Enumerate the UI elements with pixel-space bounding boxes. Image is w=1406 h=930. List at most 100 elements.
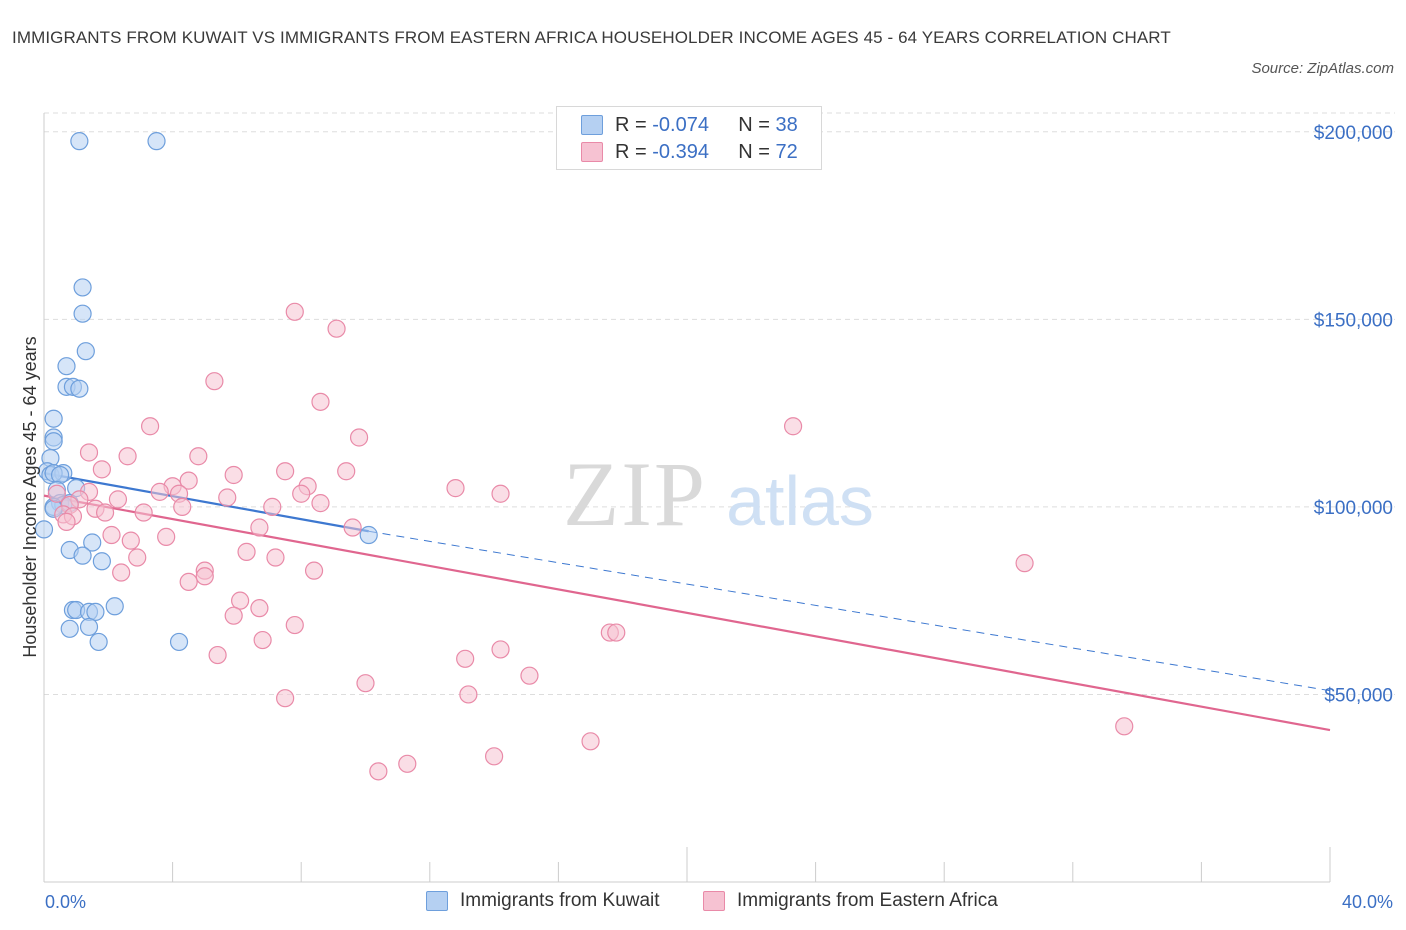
legend-n-label: N = [738, 113, 776, 136]
legend-r-value: -0.074 [652, 113, 709, 136]
eafrica-point [128, 548, 147, 567]
eafrica-point [783, 417, 803, 436]
eafrica-point [343, 518, 362, 537]
eafrica-point [349, 428, 369, 447]
kuwait-point [44, 409, 63, 428]
kuwait-point [50, 465, 70, 485]
bottom-legend-eafrica: Immigrants from Eastern Africa [703, 888, 998, 914]
source-label: Source: ZipAtlas.com [1251, 60, 1394, 77]
eafrica-point [266, 548, 285, 567]
eafrica-point [195, 567, 214, 586]
kuwait-point [73, 546, 92, 565]
eafrica-point [79, 443, 99, 462]
kuwait-trend-line [368, 530, 1331, 692]
eafrica-point [1115, 717, 1134, 736]
eafrica-point [208, 645, 227, 665]
eafrica-point [205, 372, 224, 391]
eafrica-point [581, 732, 600, 751]
grid-layer [44, 112, 1395, 695]
stats-legend: R = -0.074 N = 38 R = -0.394 N = 72 [556, 106, 822, 170]
eafrica-point [189, 447, 208, 466]
eafrica-point [118, 447, 137, 466]
kuwait-point [359, 525, 378, 545]
eafrica-point [459, 685, 478, 704]
points-layer [34, 132, 1134, 781]
eafrica-point [485, 747, 504, 766]
eafrica-point [327, 319, 346, 338]
watermark-atlas: atlas [726, 462, 874, 540]
eafrica-point [140, 417, 160, 436]
kuwait-point [83, 533, 102, 552]
kuwait-point [34, 520, 54, 539]
eafrica-point [398, 754, 417, 773]
eafrica-point [237, 542, 256, 561]
eafrica-point [218, 488, 237, 507]
kuwait-point [89, 632, 108, 652]
eafrica-point [231, 591, 250, 610]
eafrica-point [224, 465, 243, 485]
kuwait-point [70, 379, 89, 398]
legend-r-label: R = [615, 140, 653, 163]
eafrica-point [134, 503, 153, 522]
eafrica-point [456, 649, 475, 668]
eafrica-point [47, 484, 66, 503]
kuwait-point [76, 342, 95, 361]
axes-layer [43, 113, 1331, 883]
kuwait-point [73, 278, 92, 297]
eafrica-point [491, 640, 510, 659]
eafrica-point [607, 623, 626, 642]
kuwait-point [73, 304, 92, 323]
eafrica-point [250, 518, 269, 537]
y-tick-label: $100,000 [1314, 498, 1393, 519]
eafrica-point [150, 482, 169, 501]
eafrica-point [337, 462, 356, 481]
eafrica-point [224, 606, 243, 625]
axis-labels: $50,000 $100,000 $150,000 $200,000 0.0% 40.0%… [20, 123, 1393, 912]
eafrica-point [285, 302, 304, 321]
eafrica-point [157, 527, 176, 546]
eafrica-legend-label: Immigrants from Eastern Africa [737, 890, 998, 911]
eafrica-point [491, 484, 510, 503]
x-tick-label: 0.0% [45, 892, 86, 912]
kuwait-legend-label: Immigrants from Kuwait [460, 890, 660, 911]
eafrica-point [102, 525, 121, 545]
eafrica-point [263, 497, 282, 516]
kuwait-trend-line [43, 472, 369, 533]
kuwait-point [105, 597, 124, 616]
x-tick-label: 40.0% [1342, 892, 1393, 912]
eafrica-point [311, 392, 330, 411]
eafrica-point [356, 674, 375, 693]
kuwait-point [44, 432, 63, 451]
eafrica-point [292, 484, 311, 503]
kuwait-point [86, 602, 105, 622]
kuwait-point [70, 132, 89, 151]
kuwait-point [147, 132, 166, 151]
legend-n-value: 38 [775, 113, 798, 136]
eafrica-point [253, 630, 272, 650]
eafrica-swatch [581, 142, 603, 162]
eafrica-point [95, 503, 115, 522]
eafrica-point [520, 666, 539, 685]
eafrica-point [285, 615, 304, 635]
eafrica-point [250, 599, 269, 618]
eafrica-point [1015, 554, 1034, 573]
eafrica-point [311, 494, 330, 513]
eafrica-point [92, 460, 111, 479]
eafrica-point [369, 762, 388, 781]
legend-row-eafrica: R = -0.394 N = 72 [581, 140, 798, 164]
kuwait-point [60, 619, 79, 638]
eafrica-point [179, 471, 198, 490]
kuwait-point [57, 357, 76, 376]
legend-r-label: R = [615, 113, 653, 136]
eafrica-point [112, 563, 131, 582]
legend-n-value: 72 [775, 140, 798, 163]
kuwait-legend-swatch [426, 891, 448, 911]
y-tick-label: $200,000 [1314, 123, 1393, 144]
legend-row-kuwait: R = -0.074 N = 38 [581, 113, 798, 137]
watermark-zip: ZIP [563, 443, 707, 545]
kuwait-point [79, 617, 99, 637]
kuwait-point [169, 632, 189, 652]
bottom-legend-kuwait: Immigrants from Kuwait [426, 888, 660, 914]
eafrica-point [446, 479, 465, 498]
